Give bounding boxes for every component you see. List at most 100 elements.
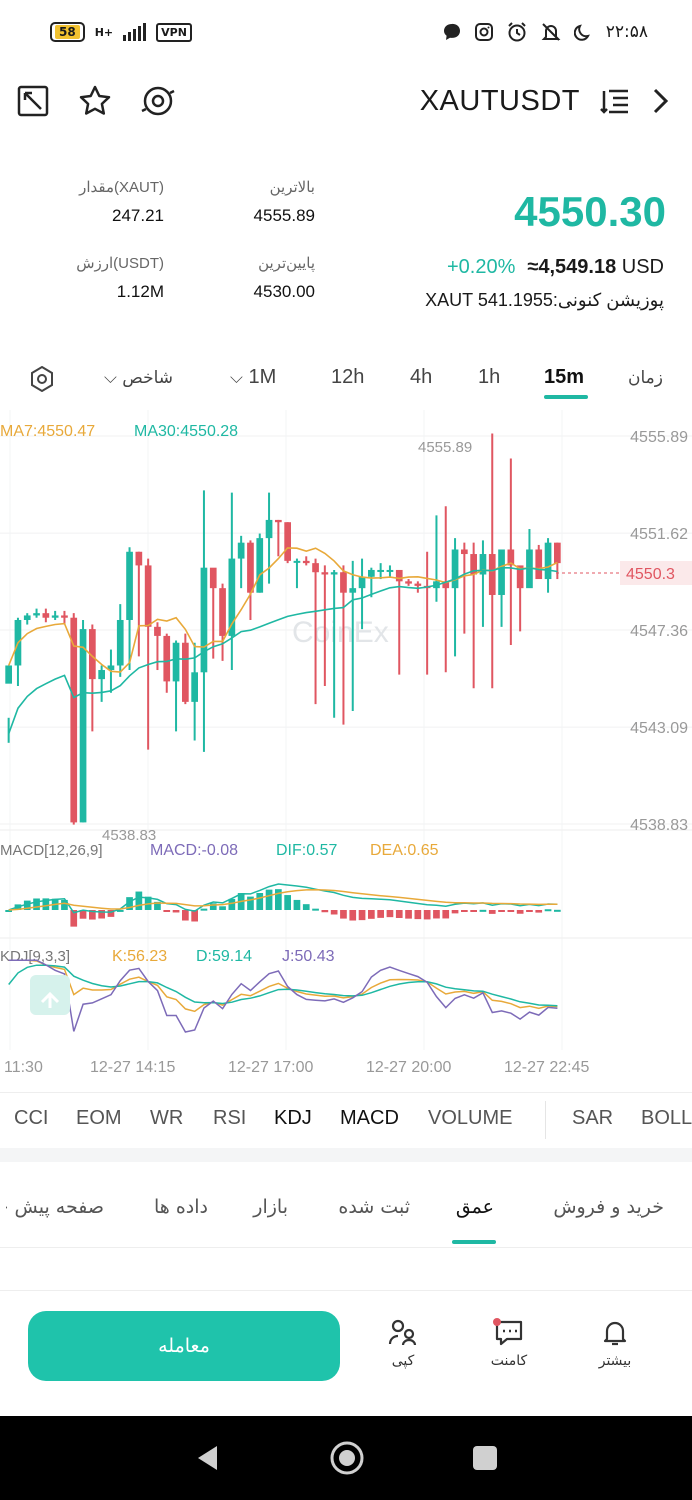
time-label[interactable]: زمان [628, 368, 663, 388]
indicator-dropdown[interactable]: ⌵ شاخص [104, 368, 173, 388]
tab-data[interactable]: داده ها [153, 1196, 208, 1218]
mute-icon [541, 23, 561, 41]
candle-body [228, 558, 236, 636]
candle-body [386, 569, 394, 572]
trade-button[interactable]: معامله [28, 1311, 340, 1381]
ind-rsi[interactable]: RSI [213, 1107, 247, 1129]
candle-body [507, 549, 515, 566]
tab-4h[interactable]: 4h [410, 366, 433, 388]
j-line [8, 959, 558, 1033]
chart-settings-icon[interactable] [30, 366, 54, 392]
ind-sar[interactable]: SAR [572, 1107, 614, 1129]
tab-15m[interactable]: 15m [544, 366, 585, 388]
macd-bar [507, 910, 515, 912]
approx-value: ≈4,549.18 USD [527, 256, 664, 279]
ind-kdj[interactable]: KDJ [274, 1107, 312, 1129]
ma-lines [7, 547, 558, 734]
ind-cci[interactable]: CCI [14, 1107, 49, 1129]
more-action[interactable]: بیشتر [580, 1317, 650, 1369]
home-icon[interactable] [329, 1440, 365, 1476]
timeframe-1m-dropdown[interactable]: ⌵ 1M [230, 366, 276, 389]
macd-bar [135, 891, 143, 910]
market-list-icon[interactable] [600, 88, 630, 114]
candle-body [405, 581, 412, 584]
candle-body [163, 635, 171, 682]
candle-body [98, 670, 105, 680]
macd-bar [442, 910, 450, 919]
candle-body [461, 549, 468, 555]
alarm-icon [508, 22, 526, 42]
candle-body [209, 567, 217, 589]
current-position: XAUT 541.1955:پوزیشن کنونی [425, 290, 664, 310]
macd-bar [209, 903, 217, 910]
back-icon[interactable] [193, 1443, 223, 1473]
candle-body [116, 619, 124, 666]
ind-volume[interactable]: VOLUME [428, 1107, 513, 1129]
approx-number: ≈4,549.18 [527, 256, 617, 278]
macd-bar [61, 899, 68, 910]
candle-body [144, 565, 152, 627]
ma7-label: MA7:4550.47 [0, 423, 95, 440]
comment-action[interactable]: کامنت [474, 1317, 544, 1369]
kline-chart[interactable]: CoinEx MA7:4550.47 MA30:4550.28 4555.89 4… [0, 410, 692, 1090]
macd-bar [395, 910, 403, 918]
price-alert-icon[interactable] [140, 83, 176, 119]
tab-depth[interactable]: عمق [455, 1196, 494, 1218]
tf-label: 1M [248, 366, 277, 388]
candle-body [293, 560, 301, 563]
tab-order-book[interactable]: خرید و فروش [553, 1196, 664, 1218]
macd-bar [116, 909, 124, 912]
tab-overview[interactable]: صفحه پیش ‹ [6, 1196, 104, 1218]
symbol-title[interactable]: XAUTUSDT [419, 84, 580, 117]
candle-body [544, 542, 552, 580]
price-tick: 4543.09 [630, 720, 688, 737]
price-tick: 4538.83 [630, 817, 688, 834]
indicator-tabs: CCI EOM WR RSI KDJ MACD VOLUME SAR BOLL [0, 1092, 692, 1146]
macd-bar [70, 910, 78, 927]
k-value: K:56.23 [112, 948, 167, 965]
fullscreen-icon[interactable] [16, 84, 50, 118]
bottom-action-bar: معامله کپی کامنت بیشتر [0, 1290, 692, 1416]
candle-body [200, 567, 208, 673]
candle-body [61, 615, 68, 618]
ind-eom[interactable]: EOM [76, 1107, 122, 1129]
low-value: 4530.00 [253, 282, 315, 301]
ind-macd[interactable]: MACD [340, 1107, 399, 1129]
macd-pane [5, 883, 561, 927]
network-type: H+ [94, 25, 114, 39]
macd-bar [191, 910, 198, 922]
ind-boll[interactable]: BOLL [641, 1107, 692, 1129]
tab-1h[interactable]: 1h [478, 366, 501, 388]
candle-body [275, 519, 282, 523]
ind-wr[interactable]: WR [150, 1107, 184, 1129]
macd-bar [98, 910, 105, 919]
tab-trades[interactable]: ثبت شده [338, 1196, 410, 1218]
price-tick: 4555.89 [630, 429, 688, 446]
macd-bar [163, 910, 171, 912]
copy-action[interactable]: کپی [368, 1317, 438, 1369]
candle-body [5, 665, 12, 684]
comment-icon [493, 1318, 523, 1346]
tab-12h[interactable]: 12h [331, 366, 365, 388]
value-value: 1.12M [116, 282, 164, 301]
candle-body [79, 629, 87, 823]
high-stat: بالاترین 4555.89 [254, 178, 315, 226]
chart-canvas[interactable]: CoinEx MA7:4550.47 MA30:4550.28 4555.894… [0, 410, 692, 1090]
macd-bar [423, 910, 431, 920]
macd-bar [405, 910, 412, 919]
chat-bubble-icon [443, 23, 460, 40]
volume-label: مقدار(XAUT) [79, 179, 164, 196]
last-price-tag-bg [620, 561, 692, 585]
price-axis: 4555.89 4551.62 4547.36 4543.09 4538.83 [630, 429, 688, 834]
chevron-right-icon[interactable] [650, 86, 670, 116]
star-icon[interactable] [78, 84, 112, 118]
candle-body [107, 665, 115, 671]
candle-body [377, 569, 384, 572]
signal-icon [123, 23, 147, 41]
k-line [8, 959, 558, 1013]
recents-icon[interactable] [471, 1444, 499, 1472]
bell-icon [603, 1321, 627, 1346]
candle-body [340, 572, 347, 593]
tab-market[interactable]: بازار [253, 1196, 288, 1218]
chevron-left-icon: ‹ [6, 1196, 8, 1218]
